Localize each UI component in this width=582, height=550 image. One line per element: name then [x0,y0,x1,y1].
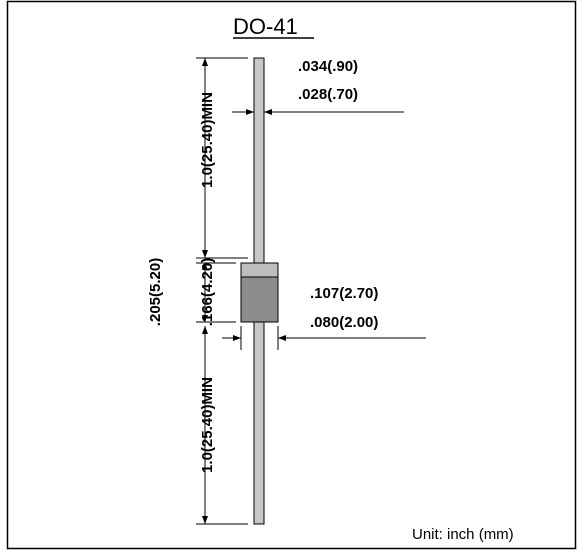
drawing-border [6,0,577,550]
arrow-lead-top-down [202,250,208,258]
lead-bottom [253,321,265,525]
label-lead-dia-max: .034(.90) [298,58,358,75]
label-lead-length-bottom: 1.0(25.40)MIN [199,377,216,473]
arrow-lead-dia-right [264,109,272,115]
arrow-body-min-up [202,263,208,270]
cathode-band [240,262,279,278]
label-body-dia-max: .107(2.70) [310,285,378,302]
lead-top [253,57,265,264]
arrow-body-min-down [202,315,208,322]
label-lead-length-top: 1.0(25.40)MIN [199,92,216,188]
label-body-dia-min: .080(2.00) [310,314,378,331]
arrow-lead-bottom-up [202,326,208,334]
arrow-lead-bottom-down [202,516,208,524]
package-title: DO-41 [233,14,298,39]
label-body-length-max: .205(5.20) [147,258,164,326]
arrow-lead-dia-left [246,109,254,115]
arrow-body-dia-left [233,335,241,341]
arrow-body-dia-right [278,335,286,341]
label-body-length-min: .166(4.20) [199,258,216,326]
arrow-lead-top-up [202,58,208,66]
unit-note: Unit: inch (mm) [412,526,514,543]
label-lead-dia-min: .028(.70) [298,86,358,103]
